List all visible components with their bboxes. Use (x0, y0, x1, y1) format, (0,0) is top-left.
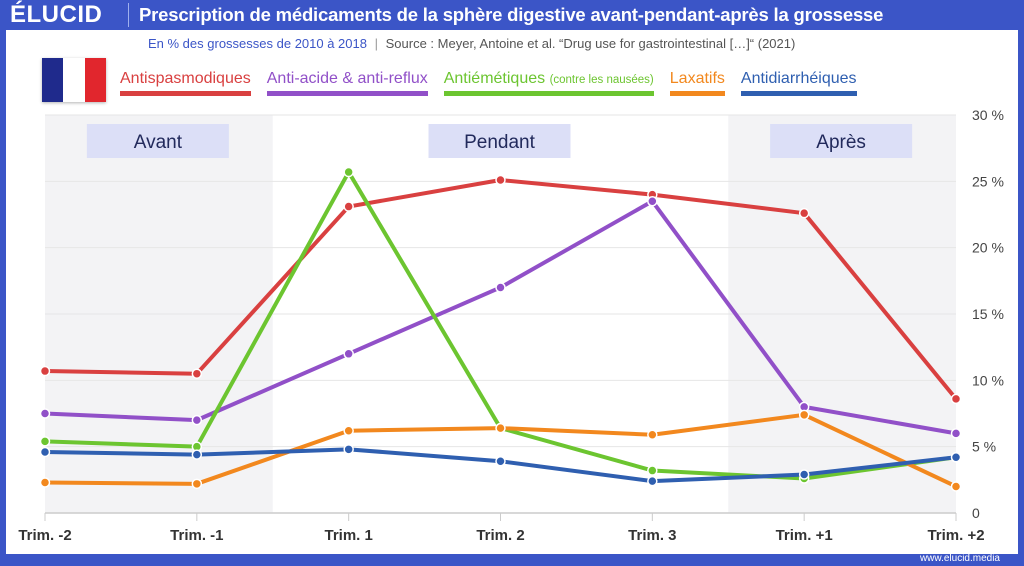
subtitle-source: Source : Meyer, Antoine et al. “Drug use… (385, 36, 796, 51)
legend-item: Antispasmodiques (120, 70, 251, 96)
y-tick-label: 20 % (972, 240, 1004, 256)
legend-note: (contre les nausées) (549, 74, 654, 86)
y-tick-label: 5 % (972, 439, 996, 455)
x-tick-label: Trim. -2 (18, 527, 71, 544)
data-point (191, 478, 203, 490)
data-point (191, 368, 203, 379)
chart-title: Prescription de médicaments de la sphère… (139, 4, 884, 25)
period-label: Avant (134, 132, 183, 153)
data-point (343, 444, 354, 455)
period-label: Pendant (464, 132, 536, 153)
data-point (495, 282, 506, 293)
data-point (647, 475, 658, 487)
data-point (343, 166, 354, 178)
x-tick-label: Trim. +1 (776, 527, 833, 544)
subtitle: En % des grossesses de 2010 à 2018 | Sou… (148, 36, 795, 51)
subtitle-scope: En % des grossesses de 2010 à 2018 (148, 36, 367, 51)
data-point (39, 408, 51, 419)
data-point (495, 174, 506, 186)
data-point (39, 477, 51, 488)
legend-swatch (740, 91, 857, 96)
data-point (191, 414, 203, 426)
y-tick-label: 15 % (972, 306, 1004, 322)
x-tick-label: Trim. 2 (476, 527, 524, 544)
legend-item: Laxatifs (669, 70, 725, 96)
data-point (950, 393, 962, 405)
data-point (798, 469, 810, 480)
data-point (343, 348, 354, 360)
data-point (950, 452, 962, 463)
header-divider (128, 3, 129, 27)
data-point (950, 428, 962, 439)
data-point (798, 207, 810, 219)
data-point (343, 425, 354, 436)
data-point (39, 365, 51, 377)
legend-item: Antiémétiques (contre les nausées) (443, 70, 654, 96)
legend-swatch (266, 91, 428, 96)
x-tick-label: Trim. 3 (628, 527, 676, 544)
y-tick-label: 30 % (972, 107, 1004, 123)
data-point (647, 429, 658, 440)
period-label-box (770, 124, 913, 158)
data-point (495, 456, 506, 467)
period-label-box (86, 124, 229, 158)
x-tick-label: Trim. +2 (927, 527, 984, 544)
x-tick-label: Trim. 1 (324, 527, 372, 544)
y-tick-label: 0 (972, 505, 980, 521)
legend-label: Antiémétiques (443, 70, 546, 87)
data-point (495, 422, 506, 434)
legend-item: Antidiarrhéiques (740, 70, 857, 96)
legend-swatch (120, 91, 251, 96)
data-point (343, 201, 354, 212)
period-label: Après (816, 132, 866, 153)
legend-label: Antispasmodiques (120, 70, 251, 87)
period-label-box (428, 124, 571, 158)
legend-label: Anti-acide & anti-reflux (266, 70, 428, 87)
header: ÉLUCID Prescription de médicaments de la… (0, 0, 1024, 30)
y-tick-label: 25 % (972, 173, 1004, 189)
logo: ÉLUCID (10, 1, 103, 28)
legend-swatch (669, 91, 725, 96)
legend-swatch (443, 91, 654, 96)
data-point (39, 446, 51, 458)
x-tick-label: Trim. -1 (170, 527, 223, 544)
data-point (647, 195, 658, 207)
data-point (39, 436, 51, 447)
legend-item: Anti-acide & anti-reflux (266, 70, 428, 96)
data-point (191, 449, 203, 460)
legend: Antispasmodiques Anti-acide & anti-reflux… (120, 70, 857, 96)
footer-url: www.elucid.media (919, 553, 1000, 564)
legend-label: Laxatifs (669, 70, 725, 87)
y-tick-label: 10 % (972, 372, 1004, 388)
data-point (798, 409, 810, 421)
data-point (950, 481, 962, 492)
france-flag-icon (42, 58, 106, 102)
legend-label: Antidiarrhéiques (740, 70, 857, 87)
data-point (647, 465, 658, 476)
subtitle-separator: | (374, 36, 378, 51)
